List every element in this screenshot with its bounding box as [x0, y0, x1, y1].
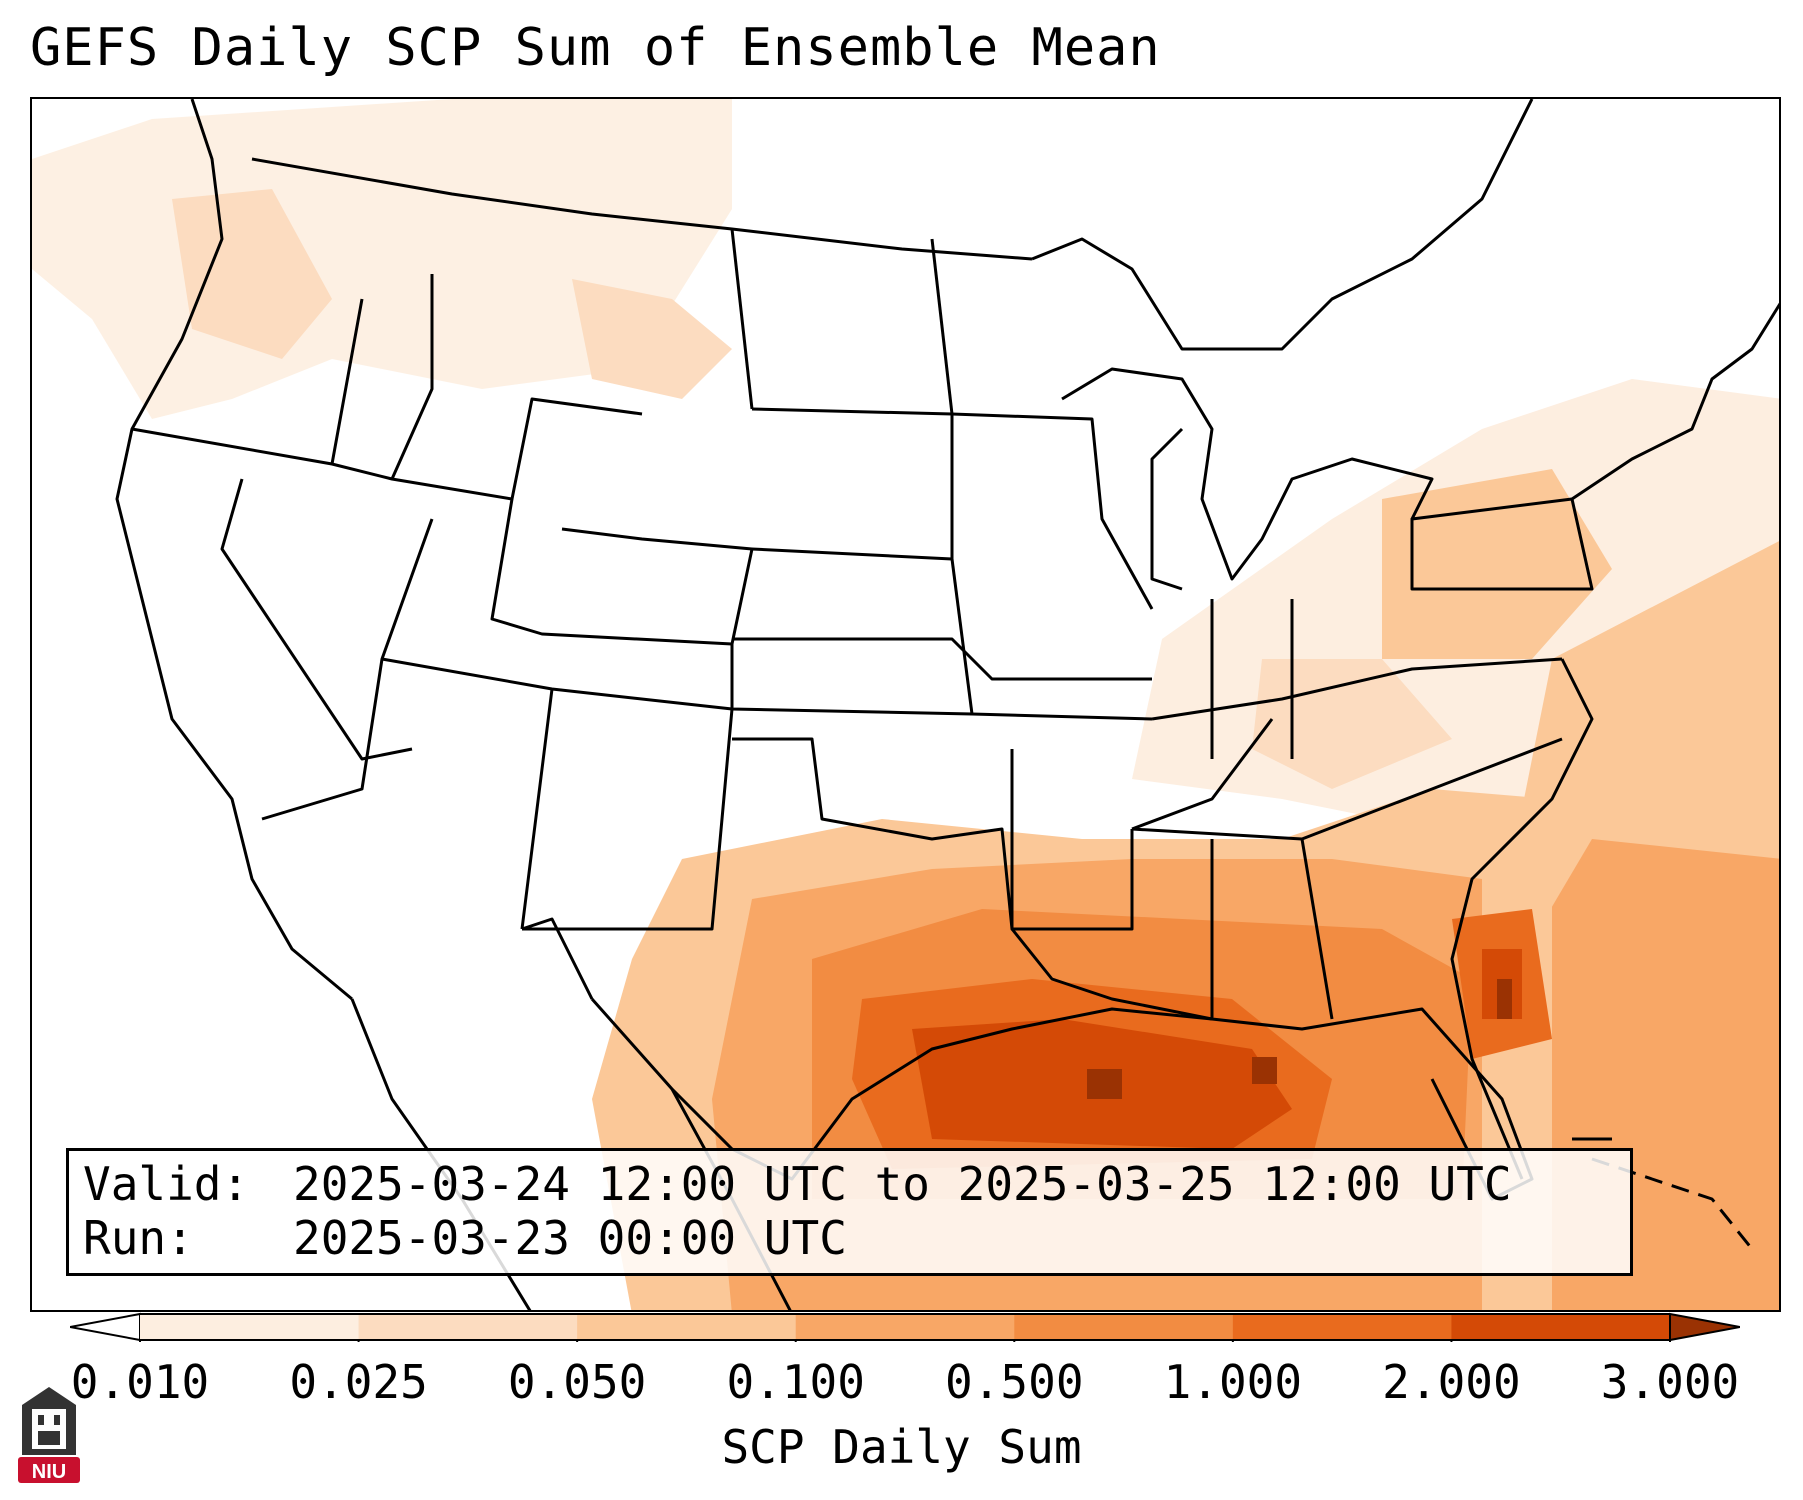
scp-shading	[32, 99, 1779, 1310]
valid-label: Valid:	[83, 1157, 250, 1211]
colorbar-segment	[1014, 1314, 1234, 1340]
colorbar-tick-label: 0.010	[70, 1355, 210, 1409]
colorbar-tick-labels: 0.010 0.025 0.050 0.100 0.500 1.000 2.000 3.000	[0, 1355, 1803, 1415]
colorbar-tick-label: 0.100	[726, 1355, 865, 1409]
colorbar-segment	[358, 1314, 578, 1340]
colorbar-segment	[140, 1314, 360, 1340]
colorbar	[70, 1312, 1740, 1342]
colorbar-extend-min	[70, 1312, 141, 1342]
run-row: Run: 2025-03-23 00:00 UTC	[83, 1211, 1616, 1265]
boundaries	[115, 99, 1779, 1310]
colorbar-label: SCP Daily Sum	[721, 1420, 1082, 1474]
run-label: Run:	[83, 1211, 194, 1265]
colorbar-segment	[795, 1314, 1015, 1340]
colorbar-tick-label: 1.000	[1163, 1355, 1303, 1409]
colorbar-outline	[140, 1313, 1670, 1341]
colorbar-tick-label: 0.050	[507, 1355, 647, 1409]
map-frame	[30, 97, 1781, 1312]
valid-value: 2025-03-24 12:00 UTC to 2025-03-25 12:00…	[293, 1157, 1512, 1211]
logo-text: NIU	[32, 1461, 66, 1483]
colorbar-tick-label: 0.025	[289, 1355, 428, 1409]
colorbar-segment	[577, 1314, 797, 1340]
colorbar-extend-max	[1669, 1312, 1740, 1342]
colorbar-segment	[1451, 1314, 1671, 1340]
colorbar-tick-label: 3.000	[1600, 1355, 1740, 1409]
niu-logo-icon: NIU	[18, 1387, 80, 1483]
map-canvas	[32, 99, 1779, 1310]
colorbar-tick-label: 2.000	[1382, 1355, 1521, 1409]
valid-row: Valid: 2025-03-24 12:00 UTC to 2025-03-2…	[83, 1157, 1616, 1211]
colorbar-tick-label: 0.500	[945, 1355, 1084, 1409]
validity-info-box: Valid: 2025-03-24 12:00 UTC to 2025-03-2…	[66, 1148, 1633, 1276]
page-title: GEFS Daily SCP Sum of Ensemble Mean	[30, 18, 1161, 78]
colorbar-segment	[1232, 1314, 1452, 1340]
run-value: 2025-03-23 00:00 UTC	[293, 1211, 847, 1265]
